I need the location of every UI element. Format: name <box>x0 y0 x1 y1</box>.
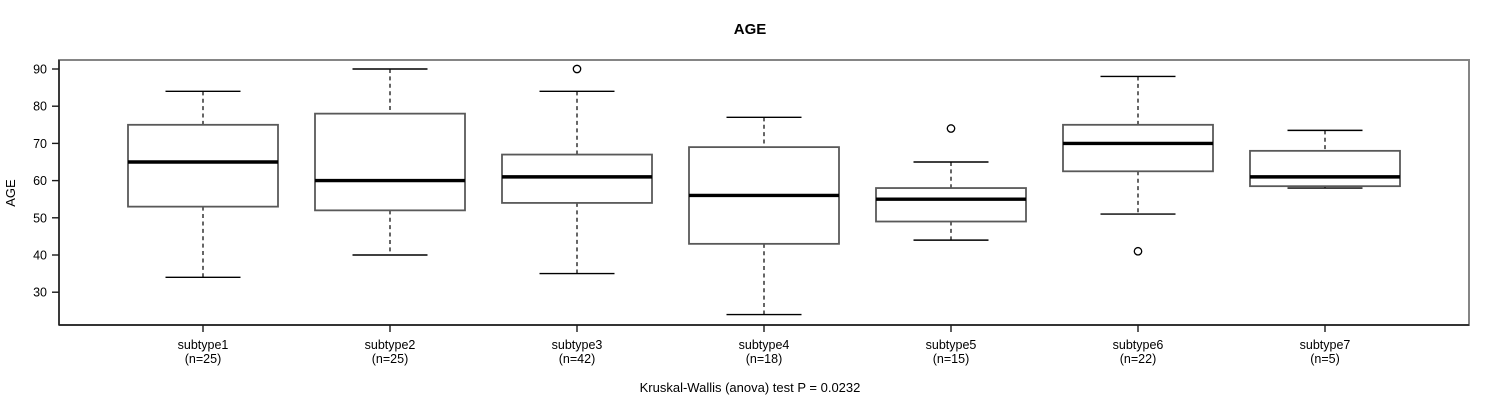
y-axis-label: AGE <box>3 179 18 207</box>
outlier-point <box>572 64 582 74</box>
boxplot-group-subtype6 <box>1062 75 1214 256</box>
boxplot-group-subtype7 <box>1249 129 1401 189</box>
y-axis: 30 40 50 60 70 80 90 <box>33 60 60 325</box>
boxplot-group-subtype3 <box>501 64 653 275</box>
y-tick-label: 80 <box>33 100 47 114</box>
y-tick-label: 70 <box>33 137 47 151</box>
x-tick-label-subtype: subtype2 <box>365 338 416 352</box>
iqr-box <box>501 153 653 204</box>
x-tick-label-n: (n=22) <box>1120 352 1156 366</box>
x-tick-label-subtype: subtype1 <box>178 338 229 352</box>
boxplot-group-subtype2 <box>314 68 466 256</box>
iqr-box <box>1062 123 1214 173</box>
x-tick-label-subtype: subtype5 <box>926 338 977 352</box>
iqr-box <box>127 123 279 208</box>
x-tick-label-subtype: subtype7 <box>1300 338 1351 352</box>
x-tick-label-n: (n=15) <box>933 352 969 366</box>
boxplot-group-subtype1 <box>127 90 279 279</box>
x-tick-label-subtype: subtype4 <box>739 338 790 352</box>
x-tick-label-subtype: subtype3 <box>552 338 603 352</box>
x-tick-label-subtype: subtype6 <box>1113 338 1164 352</box>
y-tick-label: 40 <box>33 249 47 263</box>
x-tick-label-n: (n=25) <box>372 352 408 366</box>
y-tick-label: 50 <box>33 211 47 225</box>
y-tick-label: 60 <box>33 174 47 188</box>
y-tick-label: 90 <box>33 63 47 77</box>
outlier-point <box>1133 246 1143 256</box>
y-tick-label: 30 <box>33 286 47 300</box>
boxplot-group-subtype4 <box>688 116 840 316</box>
x-tick-label-n: (n=25) <box>185 352 221 366</box>
iqr-box <box>875 187 1027 223</box>
outlier-point <box>946 124 956 133</box>
x-tick-label-n: (n=18) <box>746 352 782 366</box>
caption: Kruskal-Wallis (anova) test P = 0.0232 <box>640 380 861 395</box>
x-tick-label-n: (n=5) <box>1310 352 1340 366</box>
boxplots <box>127 64 1401 316</box>
iqr-box <box>1249 149 1401 188</box>
x-tick-label-n: (n=42) <box>559 352 595 366</box>
boxplot-group-subtype5 <box>875 124 1027 241</box>
x-axis: subtype1(n=25)subtype2(n=25)subtype3(n=4… <box>59 324 1469 366</box>
chart-title: AGE <box>734 21 767 38</box>
iqr-box <box>314 112 466 212</box>
